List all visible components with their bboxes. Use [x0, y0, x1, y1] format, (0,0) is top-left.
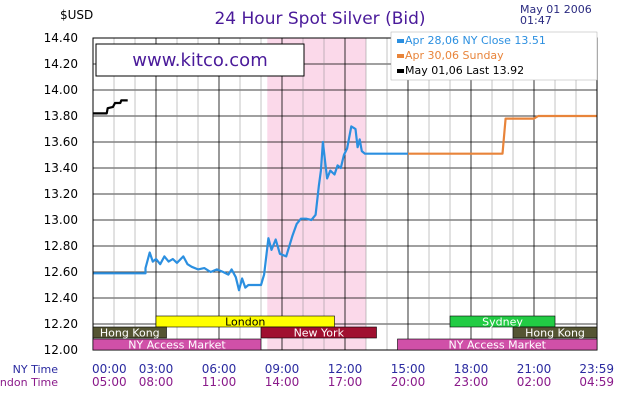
plot-border	[92, 37, 598, 351]
y-tick-label: 14.00	[44, 83, 78, 97]
x-tick-label: 11:00	[202, 375, 237, 389]
series-line-2	[93, 99, 128, 115]
session-label: New York	[294, 327, 345, 340]
x-tick-label: 00:00	[92, 362, 127, 376]
watermark-text: www.kitco.com	[132, 50, 267, 71]
session-bar	[260, 326, 377, 339]
x-tick-label: 05:00	[92, 375, 127, 389]
x-tick-label: 14:00	[265, 375, 300, 389]
y-tick-label: 12.20	[44, 317, 78, 331]
session-bar	[92, 326, 167, 339]
y-tick-label: 14.40	[44, 31, 78, 45]
x-tick-label: 20:00	[391, 375, 426, 389]
session-label: London	[225, 316, 265, 329]
series-line-1	[408, 114, 597, 155]
legend-swatch	[397, 39, 404, 43]
y-tick-label: 13.60	[44, 135, 78, 149]
legend: Apr 28,06 NY Close 13.51 Apr 30,06 Sunday…	[390, 31, 598, 81]
currency-label: $USD	[60, 8, 93, 22]
y-tick-label: 12.60	[44, 265, 78, 279]
watermark-box	[95, 43, 305, 77]
y-tick-label: 12.00	[44, 343, 78, 357]
x-axis-rows: NY Time 00:00 03:00 06:00 09:00 12:00 15:00 18:…	[0, 362, 614, 389]
x-tick-label: 15:00	[391, 362, 426, 376]
legend-entry: May 01,06 Last 13.92	[405, 64, 524, 77]
x-tick-label: 04:59	[579, 375, 614, 389]
y-tick-label: 13.00	[44, 213, 78, 227]
y-tick-label: 12.40	[44, 291, 78, 305]
date-label: May 01 2006	[520, 3, 592, 16]
x-tick-label: 12:00	[328, 362, 363, 376]
session-bar	[449, 315, 556, 328]
time-label: 01:47	[520, 14, 552, 27]
session-bar	[155, 315, 335, 328]
session-label: NY Access Market	[128, 339, 226, 352]
x-tick-label: 08:00	[139, 375, 174, 389]
session-bar	[92, 338, 262, 351]
x-tick-label: 17:00	[328, 375, 363, 389]
x-tick-label: 03:00	[139, 362, 174, 376]
x-tick-label: 23:59	[579, 362, 614, 376]
x-tick-label: 02:00	[517, 375, 552, 389]
x-tick-label: 18:00	[454, 362, 489, 376]
session-label: Hong Kong	[100, 327, 160, 340]
x-tick-label: 06:00	[202, 362, 237, 376]
chart-title: 24 Hour Spot Silver (Bid)	[214, 9, 425, 29]
y-axis-ticks: 14.40 14.20 14.00 13.80 13.60 13.40 13.20 13.00…	[44, 31, 78, 357]
y-tick-label: 13.80	[44, 109, 78, 123]
x-row-label: London Time	[0, 376, 58, 389]
session-bar	[512, 326, 598, 339]
x-row-label: NY Time	[13, 363, 59, 376]
chart-grid	[92, 37, 598, 351]
x-tick-label: 23:00	[454, 375, 489, 389]
y-tick-label: 13.40	[44, 161, 78, 175]
series-group	[93, 99, 597, 292]
legend-swatch	[397, 69, 404, 73]
legend-entry: Apr 30,06 Sunday	[405, 49, 504, 62]
x-tick-label: 09:00	[265, 362, 300, 376]
session-bar	[397, 338, 598, 351]
series-line-0	[93, 125, 408, 292]
legend-entry: Apr 28,06 NY Close 13.51	[405, 34, 546, 47]
legend-box	[390, 31, 598, 81]
y-tick-label: 12.80	[44, 239, 78, 253]
session-label: Hong Kong	[525, 327, 585, 340]
x-tick-label: 21:00	[517, 362, 552, 376]
y-tick-label: 14.20	[44, 57, 78, 71]
y-tick-label: 13.20	[44, 187, 78, 201]
session-label: NY Access Market	[449, 339, 547, 352]
session-label: Sydney	[482, 316, 523, 329]
legend-swatch	[397, 54, 404, 58]
